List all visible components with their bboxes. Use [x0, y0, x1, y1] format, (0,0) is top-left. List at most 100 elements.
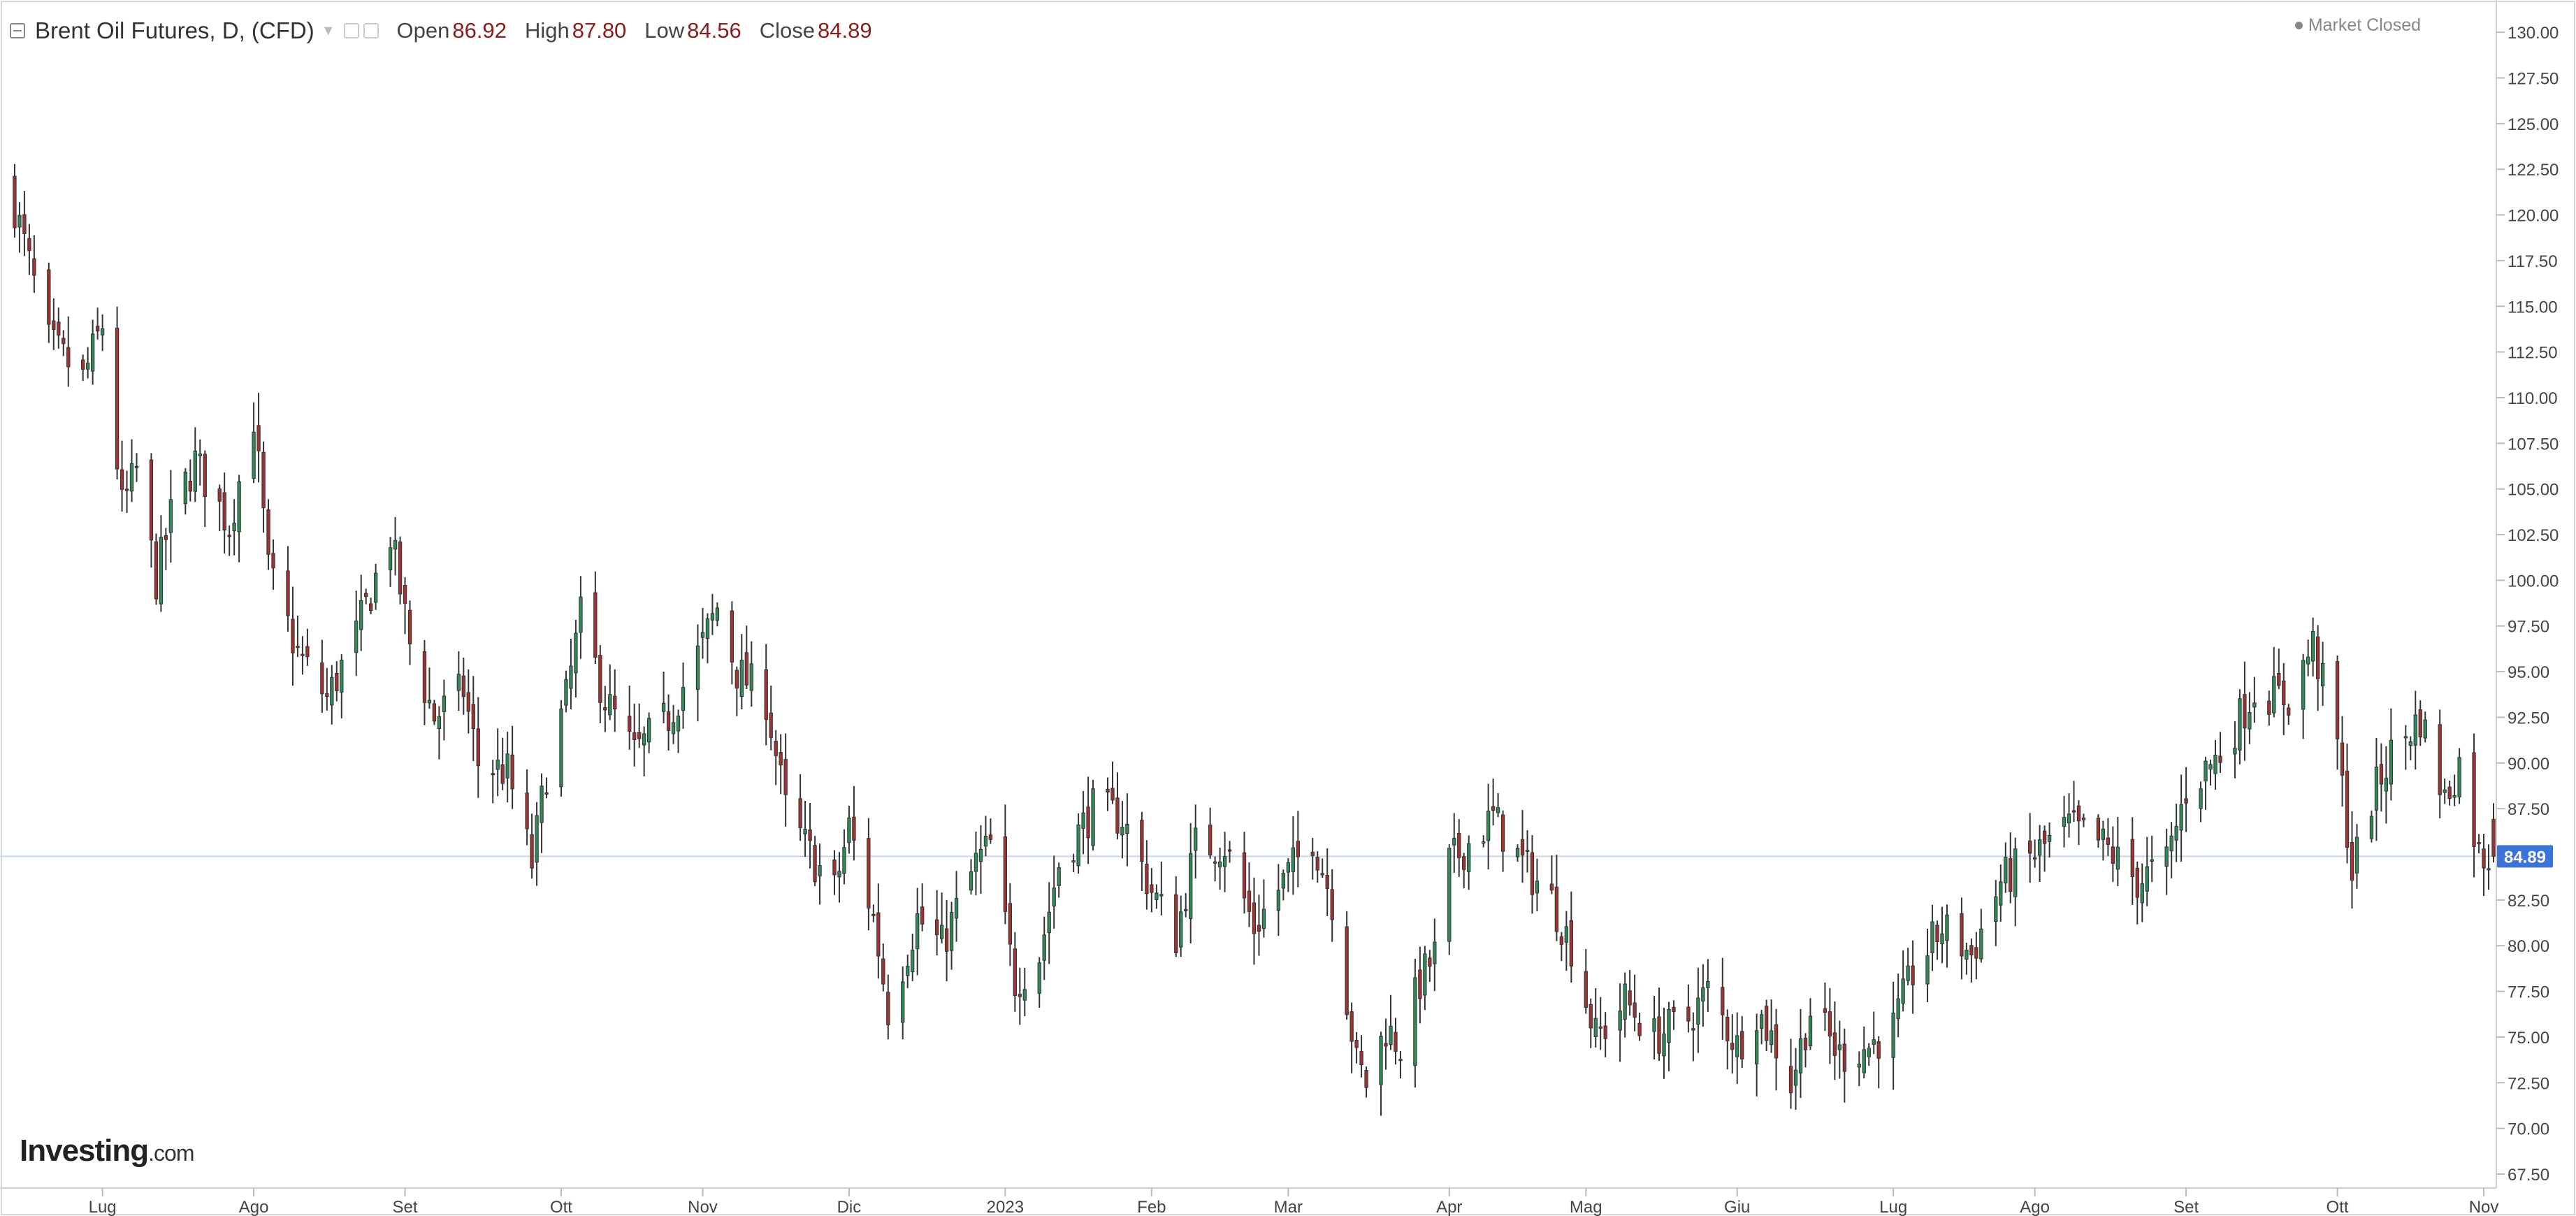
candle [227, 525, 231, 556]
candle [1911, 940, 1915, 1014]
candle [2204, 756, 2208, 810]
candle [813, 836, 817, 886]
candle [1413, 959, 1417, 1088]
candle-body [2379, 764, 2384, 785]
candle [168, 470, 173, 563]
candle-body [2350, 841, 2354, 881]
candle [774, 730, 778, 786]
candle-body [1286, 862, 1291, 873]
candle [2199, 781, 2203, 823]
candle-body [340, 660, 344, 693]
candle-body [27, 238, 31, 252]
candle [1774, 1008, 1779, 1091]
candle-body [1486, 811, 1491, 841]
candle [983, 816, 988, 857]
candle [2076, 800, 2081, 846]
candle [422, 639, 427, 725]
candle-body [2204, 760, 2208, 782]
candle-body [1257, 925, 1261, 932]
candle-body [1091, 788, 1095, 846]
y-tick-label: 127.50 [2508, 69, 2559, 88]
candle [661, 672, 666, 723]
candle [769, 686, 773, 751]
candle-body [876, 912, 881, 957]
candle [2452, 774, 2456, 806]
candle-body [1481, 841, 1486, 844]
indicators-icon[interactable] [363, 23, 379, 38]
candle-body [1896, 998, 1900, 1020]
candle [1071, 853, 1076, 872]
candle-body [974, 853, 978, 872]
candle-body [1022, 989, 1027, 1001]
candle-body [881, 958, 885, 985]
candle [1320, 858, 1324, 878]
candle [1145, 840, 1149, 910]
candle [1296, 811, 1300, 888]
candle [2013, 837, 2018, 927]
high-value: 87.80 [572, 18, 627, 43]
candle [1022, 967, 1027, 1017]
candle [129, 439, 134, 502]
candle [232, 499, 236, 556]
candle-body [1837, 1044, 1842, 1050]
candle [2208, 760, 2213, 786]
candle-body [1911, 965, 1915, 985]
candle [1281, 869, 1286, 901]
settings-icon[interactable] [343, 23, 359, 38]
candle-body [2042, 830, 2047, 844]
candle [949, 902, 954, 970]
candle-body [666, 711, 671, 731]
candle [1194, 804, 1198, 879]
candle-body [1569, 920, 1573, 967]
candle [500, 737, 505, 790]
candle [1589, 998, 1593, 1048]
candle-body [813, 845, 817, 883]
candle [1633, 974, 1637, 1032]
instrument-title[interactable]: Brent Oil Futures, D, (CFD) [35, 17, 314, 43]
candle [530, 813, 534, 879]
candle-body [1359, 1051, 1363, 1066]
candle [437, 706, 442, 760]
candle [978, 825, 983, 894]
candle-body [2384, 778, 2389, 792]
candle [188, 459, 192, 502]
candle [61, 330, 66, 356]
candle-body [739, 659, 744, 697]
candle-body [325, 693, 329, 697]
chevron-down-icon[interactable]: ▼ [321, 22, 335, 38]
candle-body [2184, 798, 2188, 804]
candle [1667, 1001, 1671, 1071]
candle-body [188, 480, 192, 492]
candle [881, 943, 885, 992]
candle [2408, 736, 2412, 761]
candle-body [2062, 817, 2067, 827]
candle-body [2013, 848, 2018, 897]
candle-body [1227, 849, 1232, 852]
candle-body [510, 754, 514, 790]
candle-body [646, 718, 651, 743]
collapse-icon[interactable] [10, 23, 25, 38]
candle-body [2096, 818, 2101, 841]
candle [2067, 793, 2071, 838]
candle [2320, 642, 2325, 707]
x-tick-label: Ott [550, 1198, 572, 1216]
candle-body [1242, 852, 1247, 899]
candle-body [1213, 861, 1217, 864]
candle [2150, 835, 2154, 883]
candle-body [2243, 694, 2247, 729]
candle [120, 440, 124, 512]
candle [1457, 819, 1461, 877]
candle-body [1076, 824, 1080, 867]
y-tick-label: 110.00 [2508, 389, 2558, 408]
candle [164, 528, 168, 570]
candle-body [1598, 1026, 1602, 1029]
candle-body [1701, 987, 1705, 1001]
low-label: Low [644, 18, 685, 43]
x-tick-label: Giu [1724, 1198, 1750, 1216]
candle [695, 624, 700, 722]
candle-body [52, 320, 56, 330]
candle [867, 818, 871, 931]
x-tick-label: Ago [239, 1198, 269, 1216]
